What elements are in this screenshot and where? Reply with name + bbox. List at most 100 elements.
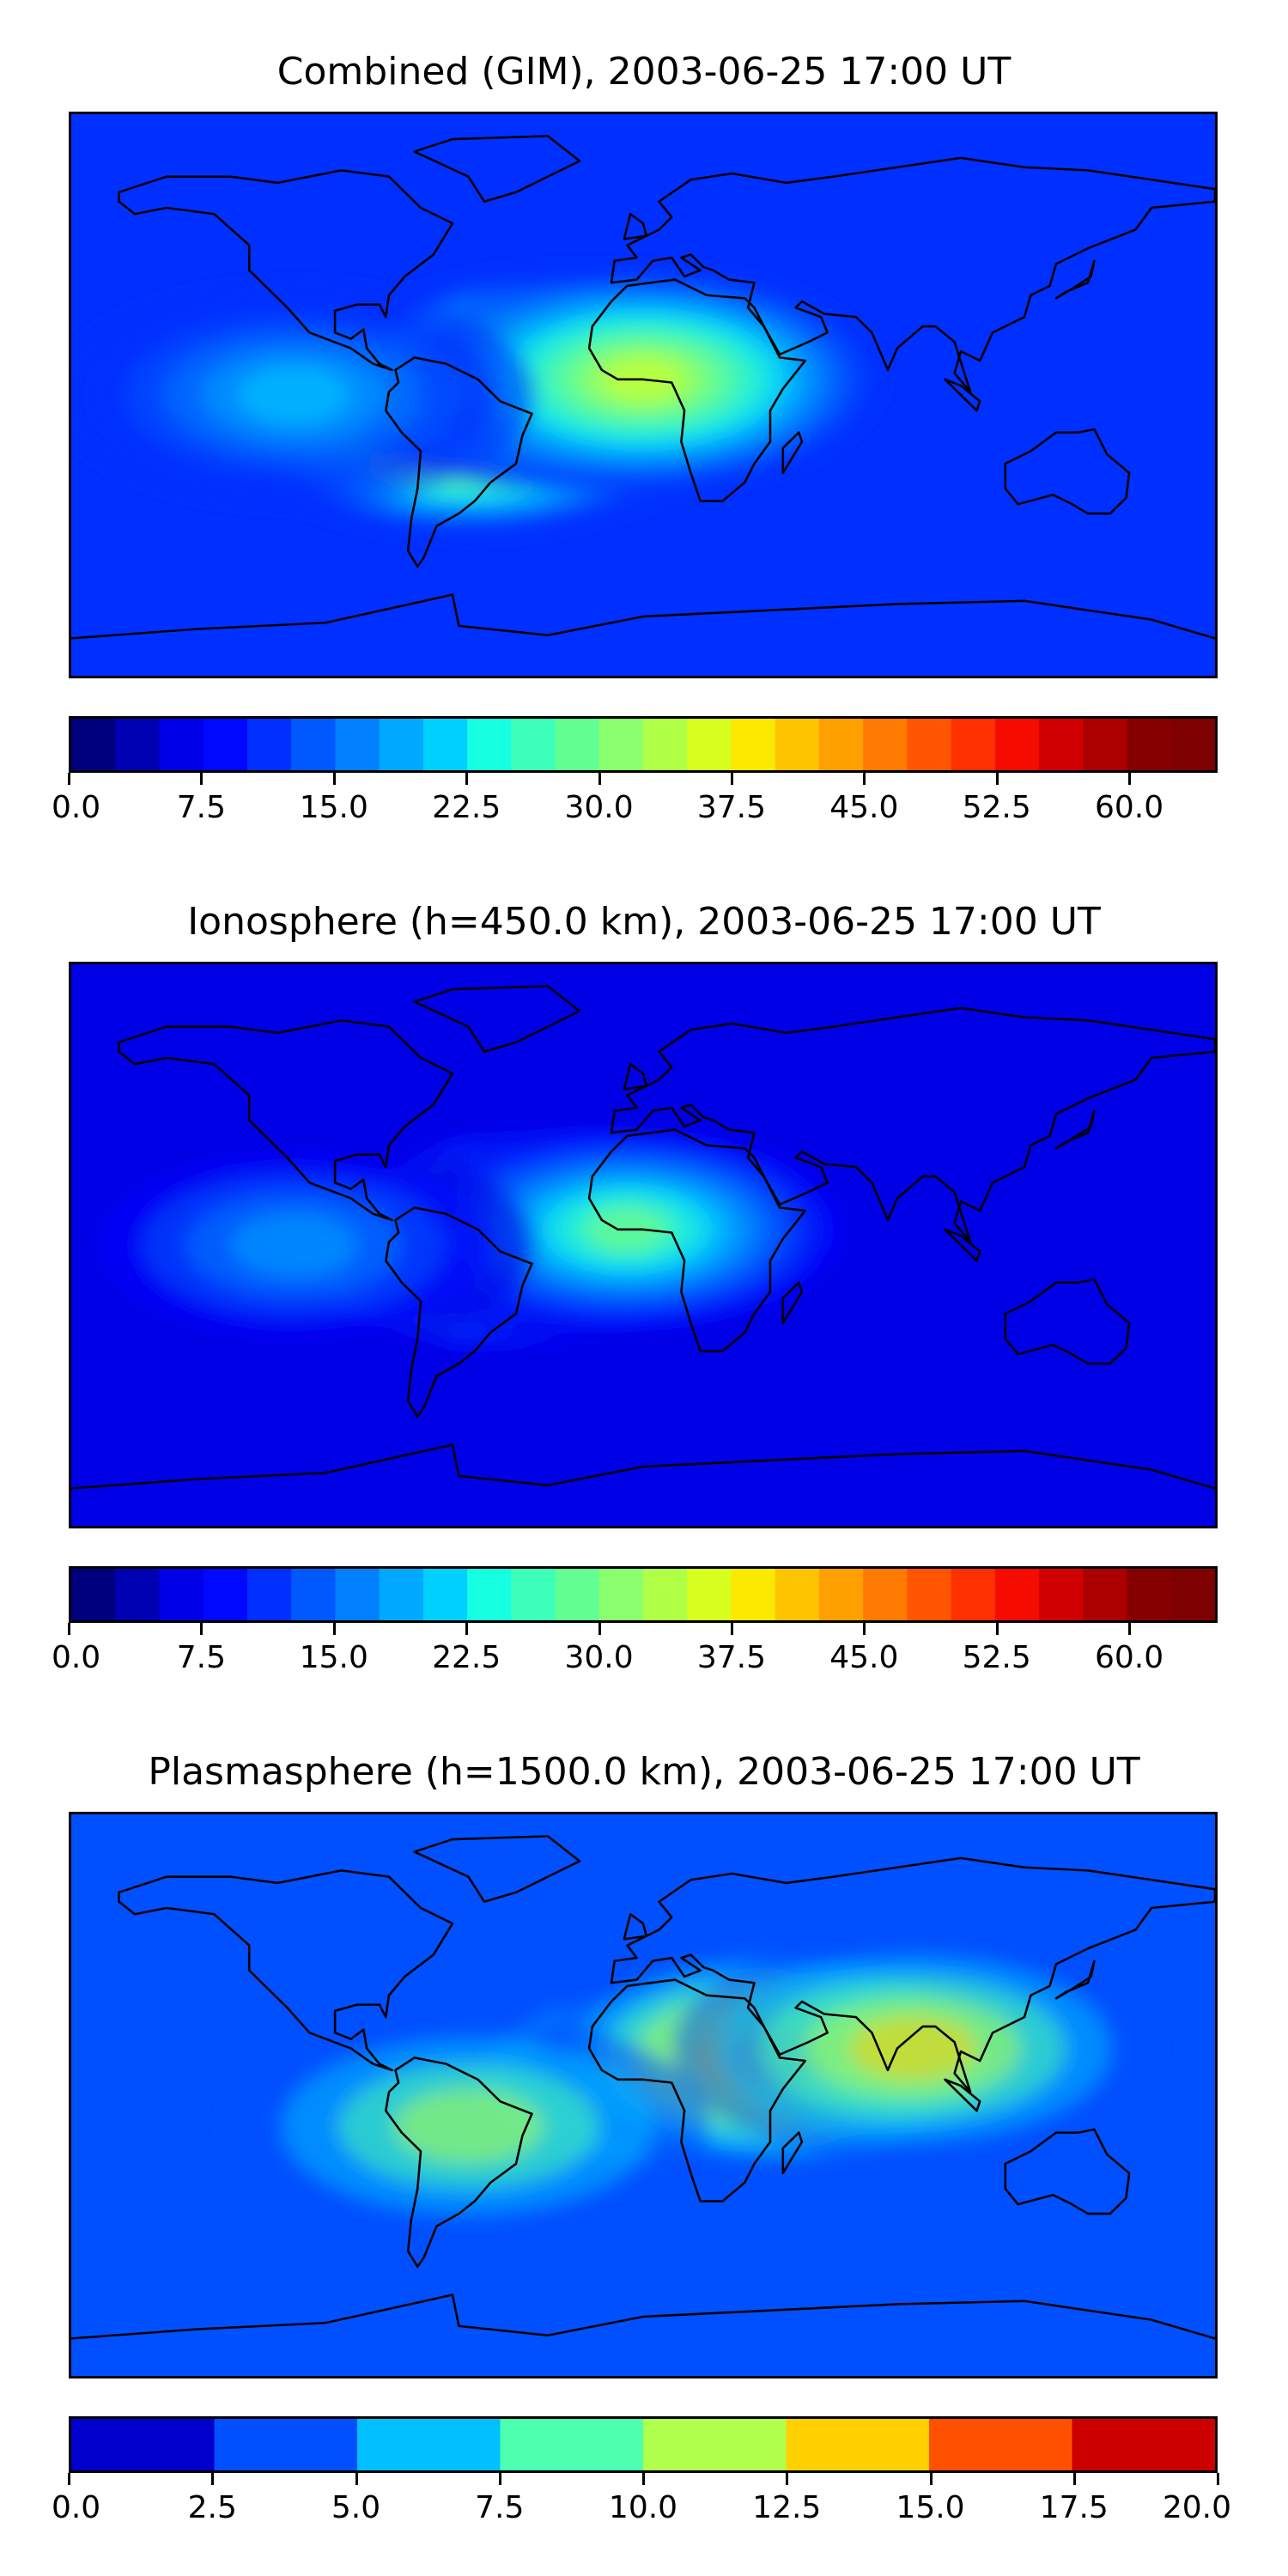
colorbar-tick-mark <box>465 1623 469 1635</box>
coastline-8 <box>1054 1959 1096 2000</box>
coastline-6 <box>413 985 581 1054</box>
colorbar-bin-6 <box>929 2419 1073 2470</box>
contour-4-5 <box>237 366 350 424</box>
colorbar-tick-mark <box>332 773 336 785</box>
coastline-1 <box>385 2057 533 2269</box>
colorbar-tick-label: 10.0 <box>608 2490 678 2525</box>
coastline-5 <box>71 1443 1215 1490</box>
colorbar-tick-label: 37.5 <box>696 1640 766 1675</box>
colorbar-bin-15 <box>731 719 776 770</box>
colorbar-ticks-panel-3: 0.0 2.5 5.0 7.5 10.0 12.5 15.0 17.5 20.0 <box>52 2473 1231 2525</box>
colorbar-tick-label: 7.5 <box>176 790 227 825</box>
colorbar-panel-2 <box>69 1566 1218 1623</box>
coastline-3 <box>610 1006 1215 1243</box>
colorbar-bin-25 <box>1170 719 1215 770</box>
coastline-10 <box>781 1281 804 1325</box>
colorbar-bin-1 <box>214 2419 358 2470</box>
coastline-4 <box>1004 428 1131 515</box>
map-panel-1 <box>69 112 1218 678</box>
colorbar-tick-mark <box>863 1623 866 1635</box>
colorbar-bin-2 <box>159 719 204 770</box>
panel-3-title: Plasmasphere (h=1500.0 km), 2003-06-25 1… <box>148 1750 1140 1794</box>
colorbar-ticks-panel-1: 0.0 7.5 15.0 22.5 30.0 37.5 45.0 52.5 60.0 <box>52 773 1218 825</box>
coastline-8 <box>1054 259 1096 300</box>
colorbar-tick-mark <box>1128 1623 1132 1635</box>
colorbar-bin-4 <box>643 2419 787 2470</box>
colorbar-tick-label: 20.0 <box>1162 2490 1232 2525</box>
colorbar-tick-label: 15.0 <box>299 1640 368 1675</box>
colorbar-bin-16 <box>775 719 820 770</box>
colorbar-tick-mark <box>498 2473 501 2485</box>
colorbar-bin-9 <box>467 719 512 770</box>
colorbar-tick-label: 15.0 <box>896 2490 965 2525</box>
coastline-10 <box>781 431 804 475</box>
coastline-7 <box>623 212 647 240</box>
colorbar-tick-label: 52.5 <box>962 790 1031 825</box>
colorbar-tick-label: 7.5 <box>475 2490 525 2525</box>
colorbar-ticks-panel-2: 0.0 7.5 15.0 22.5 30.0 37.5 45.0 52.5 60.0 <box>52 1623 1218 1675</box>
coastline-2 <box>587 1128 806 1352</box>
colorbar-tick-mark <box>68 1623 70 1635</box>
colorbar-bin-20 <box>951 1569 996 1620</box>
coastline-9 <box>944 2078 981 2112</box>
colorbar-bin-17 <box>818 719 864 770</box>
colorbar-tick-label: 2.5 <box>187 2490 237 2525</box>
colorbar-tick-mark <box>730 1623 733 1635</box>
colorbar-tick-mark <box>642 2473 645 2485</box>
colorbar-bin-19 <box>907 719 952 770</box>
colorbar-panel-1 <box>69 716 1218 773</box>
coastline-1 <box>385 356 533 568</box>
colorbar-tick-mark <box>68 773 70 785</box>
colorbar-tick-mark <box>465 773 469 785</box>
coastline-9 <box>944 378 981 412</box>
colorbar-bin-21 <box>994 1569 1040 1620</box>
colorbar-panel-2-svg <box>71 1569 1215 1620</box>
coastline-7 <box>623 1062 647 1091</box>
colorbar-bin-7 <box>379 719 424 770</box>
colorbar-bin-0 <box>71 1569 116 1620</box>
colorbar-tick-label: 0.0 <box>51 1640 101 1675</box>
colorbar-tick-label: 0.0 <box>51 790 101 825</box>
colorbar-bin-15 <box>731 1569 776 1620</box>
coastline-2 <box>587 278 806 502</box>
coastline-1 <box>385 1206 533 1419</box>
coastline-0 <box>118 1869 454 2072</box>
coastline-6 <box>413 135 581 204</box>
colorbar-tick-mark <box>68 2473 70 2485</box>
colorbar-tick-mark <box>598 1623 601 1635</box>
coastline-5 <box>71 2293 1215 2340</box>
colorbar-tick-label: 45.0 <box>829 1640 899 1675</box>
colorbar-tick-label: 60.0 <box>1094 1640 1164 1675</box>
colorbar-tick-mark <box>355 2473 358 2485</box>
colorbar-bin-18 <box>863 1569 908 1620</box>
colorbar-tick-mark <box>200 1623 204 1635</box>
colorbar-tick-mark <box>200 773 204 785</box>
colorbar-bin-2 <box>357 2419 501 2470</box>
coastline-4 <box>1004 2128 1131 2215</box>
colorbar-panel-3 <box>69 2416 1218 2473</box>
colorbar-bin-3 <box>500 2419 644 2470</box>
coastline-4 <box>1004 1278 1131 1365</box>
colorbar-bin-6 <box>335 1569 380 1620</box>
colorbar-bin-24 <box>1127 719 1172 770</box>
colorbar-bin-11 <box>555 1569 600 1620</box>
colorbar-bin-6 <box>335 719 380 770</box>
map-panel-2-svg <box>71 964 1215 1526</box>
colorbar-tick-label: 22.5 <box>432 1640 501 1675</box>
coastline-7 <box>623 1912 647 1941</box>
colorbar-bin-12 <box>598 1569 644 1620</box>
colorbar-tick-mark <box>863 773 866 785</box>
colorbar-tick-mark <box>598 773 601 785</box>
contour-3-4 <box>849 2015 977 2081</box>
colorbar-bin-0 <box>71 2419 216 2470</box>
colorbar-bin-10 <box>511 1569 556 1620</box>
colorbar-panel-3-svg <box>71 2419 1215 2470</box>
coastline-3 <box>610 156 1215 393</box>
colorbar-tick-mark <box>211 2473 215 2485</box>
colorbar-bin-5 <box>291 1569 337 1620</box>
colorbar-bin-9 <box>467 1569 512 1620</box>
colorbar-tick-label: 7.5 <box>176 1640 227 1675</box>
coastline-2 <box>587 1978 806 2202</box>
colorbar-bin-7 <box>1072 2419 1215 2470</box>
colorbar-bin-0 <box>71 719 116 770</box>
